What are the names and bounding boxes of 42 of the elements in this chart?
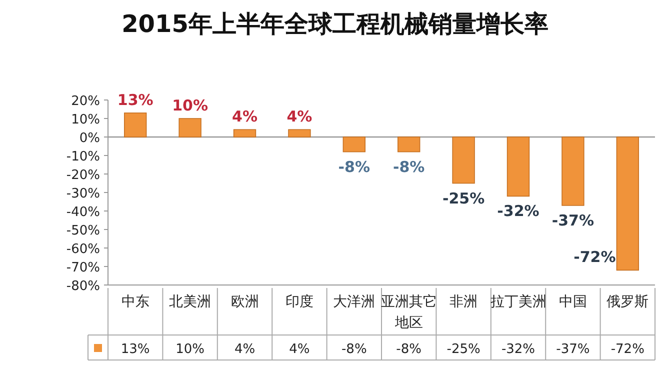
text: -37% bbox=[552, 211, 594, 230]
text: -72% bbox=[574, 248, 616, 266]
data-label: 4% bbox=[234, 342, 256, 357]
y-tick-label: -40% bbox=[66, 205, 100, 220]
x-tick-label: 大洋洲 bbox=[333, 294, 376, 310]
y-tick-label: 20% bbox=[71, 94, 100, 109]
x-tick-label: 印度 bbox=[285, 294, 314, 310]
y-tick-label: -30% bbox=[66, 186, 100, 202]
text: -8% bbox=[338, 158, 370, 176]
text: 4% bbox=[232, 108, 258, 126]
data-label: 4% bbox=[289, 342, 310, 357]
x-tick-label: 中国 bbox=[558, 294, 587, 310]
data-label: 10% bbox=[176, 342, 205, 357]
data-label: -25% bbox=[446, 342, 480, 357]
y-tick-label: -50% bbox=[66, 224, 100, 238]
x-tick-label: 欧洲 bbox=[230, 294, 259, 310]
data-label: -32% bbox=[501, 342, 536, 357]
y-tick-label: -70% bbox=[66, 260, 100, 276]
y-tick-label: 0% bbox=[79, 131, 100, 146]
title: 2015年上半年全球工程机械销量增长率 bbox=[122, 10, 548, 38]
text: 13% bbox=[117, 90, 154, 109]
y-tick-label: -80% bbox=[66, 279, 100, 294]
text: -8% bbox=[393, 158, 425, 176]
text: -25% bbox=[442, 189, 485, 208]
y-tick-label: -60% bbox=[66, 242, 100, 257]
y-tick-label: 10% bbox=[71, 112, 100, 128]
data-label: -72% bbox=[610, 342, 644, 357]
text: -32% bbox=[497, 202, 540, 220]
x-tick-label: 非洲 bbox=[450, 294, 478, 310]
x-tick-label: 亚洲其它地区 bbox=[380, 294, 437, 331]
x-tick-label: 北美洲 bbox=[169, 294, 212, 310]
data-label: -8% bbox=[341, 342, 367, 357]
data-label: 13% bbox=[120, 342, 150, 357]
x-tick-label: 俄罗斯 bbox=[606, 294, 649, 310]
x-tick-label: 拉丁美洲 bbox=[490, 294, 546, 310]
x-tick-label: 中东 bbox=[121, 294, 150, 310]
text: 4% bbox=[286, 108, 312, 126]
y-tick-label: -20% bbox=[66, 168, 100, 183]
data-label: -8% bbox=[396, 342, 422, 357]
data-label: -37% bbox=[556, 342, 590, 357]
y-tick-label: -10% bbox=[66, 150, 100, 164]
text: 10% bbox=[172, 96, 208, 114]
